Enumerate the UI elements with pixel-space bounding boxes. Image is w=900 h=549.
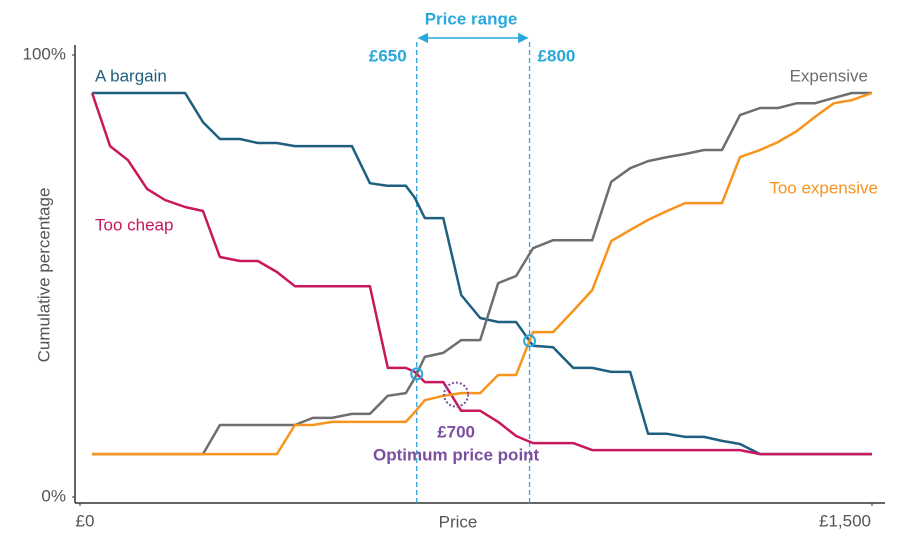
range-low-label: £650: [369, 46, 407, 65]
x-axis-title: Price: [439, 512, 478, 531]
x-tick-label: £0: [76, 511, 95, 530]
series-line: [92, 91, 872, 456]
x-tick-label: £1,500: [819, 511, 871, 530]
series-label: Too cheap: [95, 215, 173, 234]
y-tick-label: 0%: [41, 486, 66, 505]
y-tick-label: 100%: [23, 44, 66, 63]
range-high-label: £800: [538, 46, 576, 65]
optimum-price: £700: [437, 422, 475, 441]
series-line: [92, 91, 873, 456]
series-line: [90, 92, 872, 456]
intersection-marker: [523, 334, 537, 348]
intersection-marker: [410, 367, 424, 381]
chart-title: Price range: [425, 9, 518, 28]
series-label: Expensive: [790, 66, 868, 85]
series-line: [92, 91, 872, 456]
optimum-label: Optimum price point: [373, 445, 540, 464]
series-label: Too expensive: [769, 178, 878, 197]
y-axis-title: Cumulative percentage: [34, 188, 53, 363]
series-label: A bargain: [95, 66, 167, 85]
optimum-marker: [443, 381, 470, 408]
